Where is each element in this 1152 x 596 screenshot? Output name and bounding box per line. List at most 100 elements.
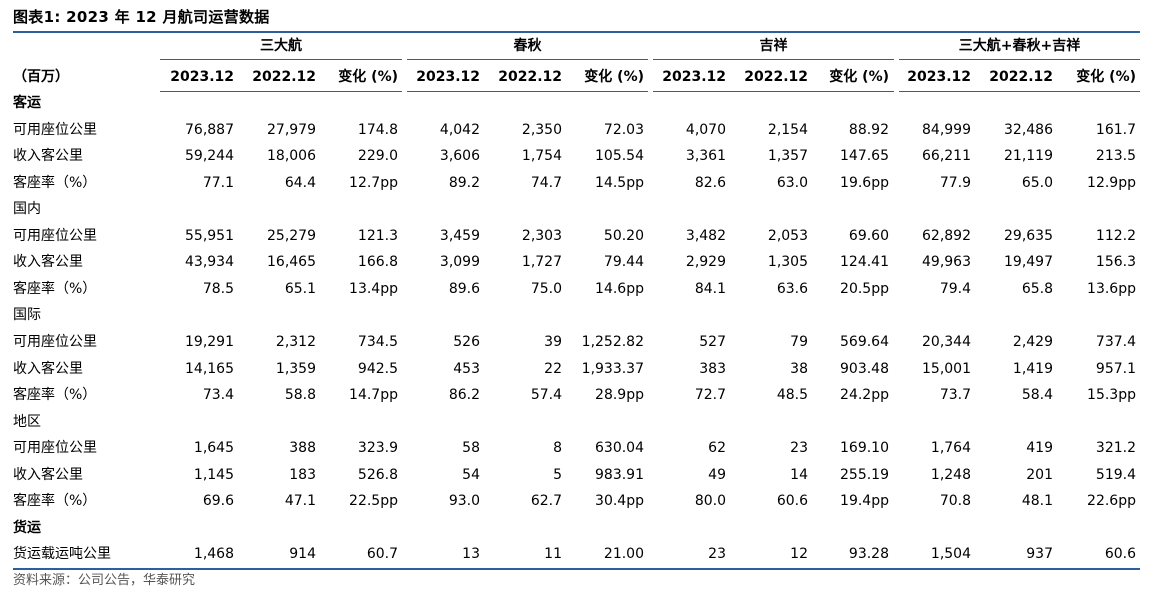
table-cell: 19,497 — [1004, 254, 1053, 270]
table-cell: 4,070 — [685, 122, 726, 138]
table-cell: 20,344 — [922, 334, 971, 350]
table-cell: 54 — [462, 467, 480, 483]
table-cell: 55,951 — [185, 228, 234, 244]
group-header: 春秋 — [513, 38, 542, 54]
table-cell: 1,727 — [521, 254, 562, 270]
table-cell: 23 — [708, 546, 726, 562]
table-cell: 13 — [462, 546, 480, 562]
table-cell: 84.1 — [694, 281, 726, 297]
table-cell: 66,211 — [922, 148, 971, 164]
source-note: 资料来源：公司公告，华泰研究 — [13, 573, 196, 588]
table-cell: 77.1 — [202, 175, 234, 191]
table-cell: 48.1 — [1021, 493, 1053, 509]
column-header: 2023.12 — [662, 69, 726, 85]
column-header: 2022.12 — [252, 69, 316, 85]
table-cell: 38 — [790, 361, 808, 377]
table-cell: 957.1 — [1095, 361, 1136, 377]
table-cell: 88.92 — [848, 122, 889, 138]
table-cell: 78.5 — [202, 281, 234, 297]
group-header: 三大航 — [260, 38, 302, 54]
table-cell: 183 — [289, 467, 316, 483]
row-label: 客运 — [13, 95, 41, 111]
table-cell: 12 — [790, 546, 808, 562]
table-cell: 50.20 — [603, 228, 644, 244]
table-cell: 84,999 — [922, 122, 971, 138]
row-label: 收入客公里 — [13, 467, 83, 483]
row-label: 国际 — [13, 307, 41, 323]
table-cell: 59,244 — [185, 148, 234, 164]
table-cell: 630.04 — [595, 440, 644, 456]
table-cell: 13.6pp — [1087, 281, 1136, 297]
table-cell: 73.7 — [939, 387, 971, 403]
table-cell: 70.8 — [939, 493, 971, 509]
table-cell: 65.1 — [284, 281, 316, 297]
table-cell: 105.54 — [595, 148, 644, 164]
row-label: 国内 — [13, 201, 41, 217]
table-cell: 1,248 — [930, 467, 971, 483]
table-cell: 18,006 — [267, 148, 316, 164]
row-label: 客座率（%） — [13, 493, 97, 509]
column-header: 2023.12 — [170, 69, 234, 85]
table-cell: 12.7pp — [349, 175, 398, 191]
table-cell: 15.3pp — [1087, 387, 1136, 403]
row-label: 收入客公里 — [13, 361, 83, 377]
column-header: 2022.12 — [744, 69, 808, 85]
table-cell: 8 — [553, 440, 562, 456]
table-cell: 58 — [462, 440, 480, 456]
table-cell: 28.9pp — [595, 387, 644, 403]
table-cell: 82.6 — [694, 175, 726, 191]
unit-label: （百万） — [13, 69, 69, 85]
table-cell: 323.9 — [357, 440, 398, 456]
table-cell: 3,606 — [439, 148, 480, 164]
table-cell: 942.5 — [357, 361, 398, 377]
table-cell: 419 — [1026, 440, 1053, 456]
table-cell: 27,979 — [267, 122, 316, 138]
table-cell: 14.5pp — [595, 175, 644, 191]
top-rule — [13, 31, 1140, 33]
table-cell: 72.03 — [603, 122, 644, 138]
table-cell: 77.9 — [939, 175, 971, 191]
table-cell: 121.3 — [357, 228, 398, 244]
table-cell: 12.9pp — [1087, 175, 1136, 191]
table-cell: 58.8 — [284, 387, 316, 403]
table-cell: 29,635 — [1004, 228, 1053, 244]
table-cell: 13.4pp — [349, 281, 398, 297]
table-cell: 2,312 — [275, 334, 316, 350]
table-cell: 47.1 — [284, 493, 316, 509]
table-cell: 79 — [790, 334, 808, 350]
table-cell: 69.6 — [202, 493, 234, 509]
table-cell: 65.0 — [1021, 175, 1053, 191]
table-cell: 161.7 — [1095, 122, 1136, 138]
table-cell: 734.5 — [357, 334, 398, 350]
table-cell: 39 — [544, 334, 562, 350]
row-label: 收入客公里 — [13, 148, 83, 164]
table-cell: 19.6pp — [840, 175, 889, 191]
table-cell: 14,165 — [185, 361, 234, 377]
table-cell: 526.8 — [357, 467, 398, 483]
row-label: 可用座位公里 — [13, 228, 97, 244]
table-cell: 1,933.37 — [581, 361, 644, 377]
table-cell: 21.00 — [603, 546, 644, 562]
table-cell: 62,892 — [922, 228, 971, 244]
table-cell: 229.0 — [357, 148, 398, 164]
row-label: 客座率（%） — [13, 281, 97, 297]
group-header: 三大航+春秋+吉祥 — [958, 38, 1081, 54]
row-label: 客座率（%） — [13, 175, 97, 191]
table-cell: 14 — [790, 467, 808, 483]
table-cell: 1,359 — [275, 361, 316, 377]
table-cell: 321.2 — [1095, 440, 1136, 456]
table-cell: 3,459 — [439, 228, 480, 244]
table-cell: 201 — [1026, 467, 1053, 483]
table-cell: 3,099 — [439, 254, 480, 270]
table-cell: 72.7 — [694, 387, 726, 403]
table-cell: 48.5 — [776, 387, 808, 403]
table-cell: 255.19 — [840, 467, 889, 483]
table-cell: 63.6 — [776, 281, 808, 297]
header-underline — [407, 91, 648, 92]
table-cell: 1,504 — [930, 546, 971, 562]
table-cell: 527 — [699, 334, 726, 350]
table-cell: 124.41 — [840, 254, 889, 270]
row-label: 地区 — [13, 414, 41, 430]
group-header: 吉祥 — [759, 38, 788, 54]
bottom-rule — [13, 568, 1140, 570]
